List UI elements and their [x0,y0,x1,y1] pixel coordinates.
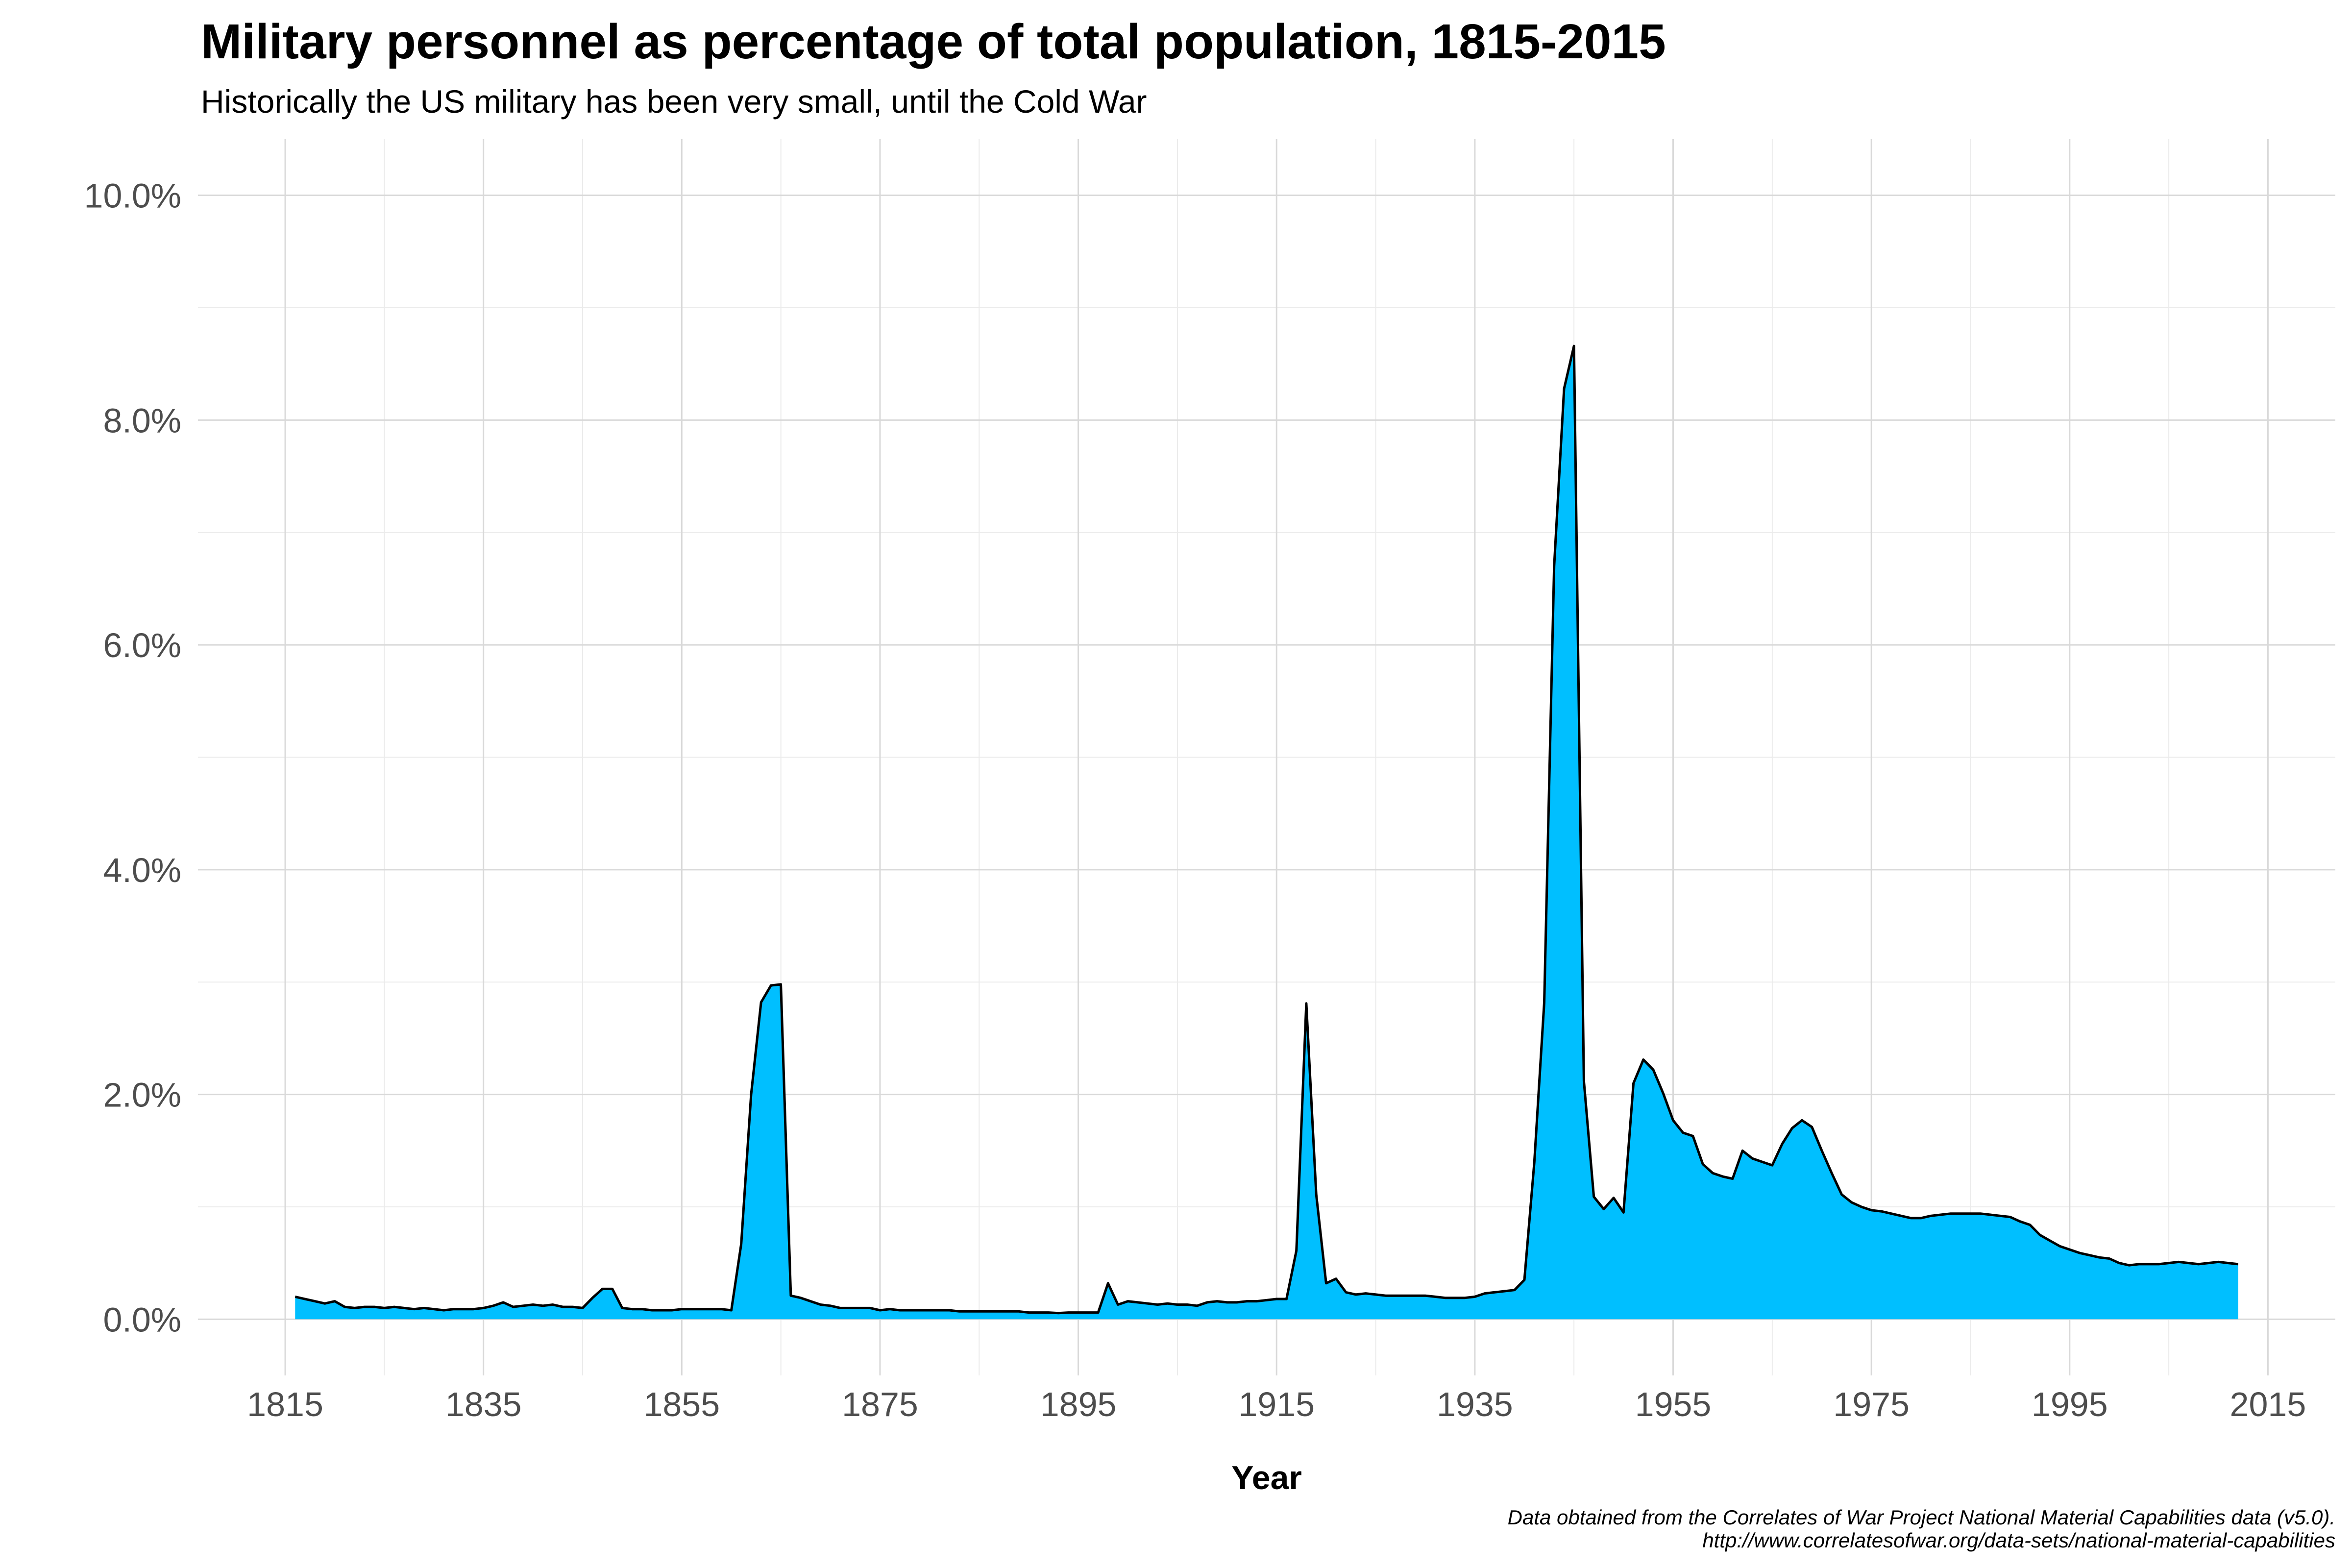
x-tick-label: 1995 [2032,1385,2108,1423]
chart-title: Military personnel as percentage of tota… [201,14,1666,69]
x-tick-label: 1835 [445,1385,522,1423]
y-axis-tick-labels: 0.0% 2.0% 4.0% 6.0% 8.0% 10.0% [84,177,181,1339]
y-tick-label: 0.0% [103,1300,181,1339]
caption-url[interactable]: http://www.correlatesofwar.org/data-sets… [1702,1529,2335,1552]
chart-subtitle: Historically the US military has been ve… [201,83,1147,120]
x-axis-tick-labels: 1815 1835 1855 1875 1895 1915 1935 1955 1975 1995… [247,1385,2306,1423]
caption-source: Data obtained from the Correlates of War… [1507,1506,2335,1529]
x-tick-label: 1915 [1238,1385,1315,1423]
minor-gridlines [198,139,2335,1375]
y-tick-label: 4.0% [103,851,181,889]
x-tick-label: 1855 [643,1385,720,1423]
x-tick-label: 1875 [842,1385,918,1423]
plot-area [294,344,2238,1320]
x-tick-label: 1815 [247,1385,323,1423]
x-tick-label: 2015 [2230,1385,2306,1423]
y-tick-label: 8.0% [103,401,181,440]
area-fill [295,346,2238,1320]
y-tick-label: 10.0% [84,177,181,215]
x-tick-label: 1935 [1437,1385,1513,1423]
series-line [294,344,2238,1315]
y-tick-label: 6.0% [103,626,181,664]
x-tick-label: 1895 [1040,1385,1117,1423]
x-tick-label: 1975 [1833,1385,1910,1423]
x-axis-title: Year [1231,1459,1302,1496]
y-tick-label: 2.0% [103,1076,181,1114]
x-tick-label: 1955 [1635,1385,1712,1423]
